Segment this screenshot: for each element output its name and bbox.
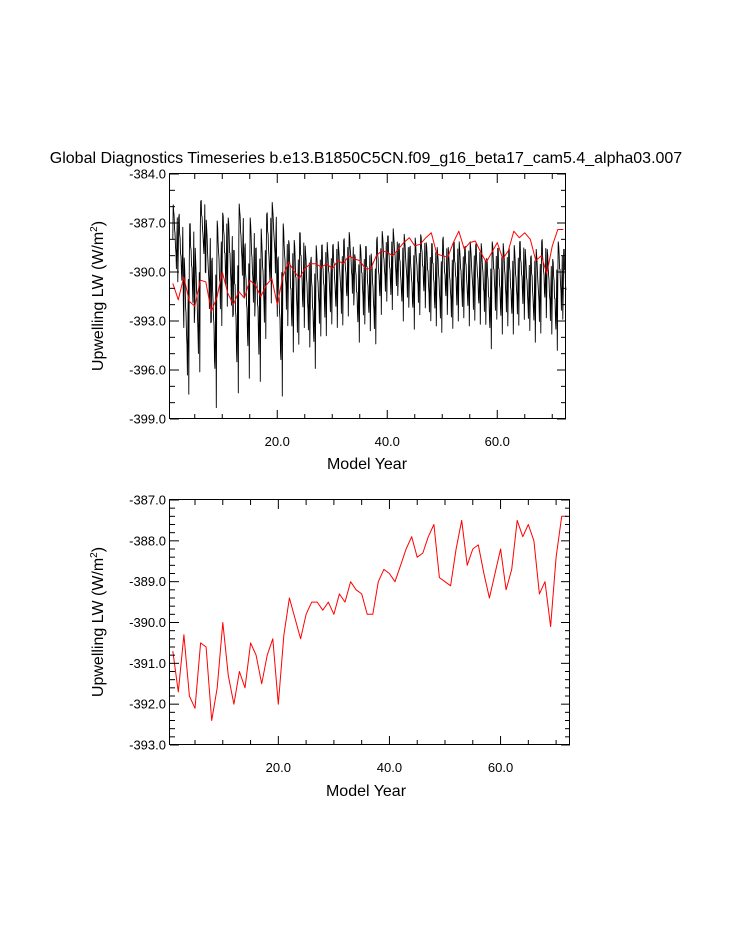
bottom-ytick-label: -393.0 bbox=[129, 738, 166, 753]
bottom-series-group bbox=[172, 515, 568, 721]
top-xtick-label: 20.0 bbox=[265, 434, 290, 449]
bottom-ytick-label: -392.0 bbox=[129, 697, 166, 712]
top-ytick-label: -396.0 bbox=[129, 363, 166, 378]
bottom-y-axis-label-sup: 2 bbox=[89, 552, 100, 558]
top-chart-panel: -384.0 -387.0 -390.0 -393.0 -396.0 -399.0 20.0… bbox=[89, 167, 567, 473]
bottom-ytick-label: -387.0 bbox=[129, 493, 166, 508]
bottom-chart-panel: -387.0 -388.0 -389.0 -390.0 -391.0 -392.0 -393… bbox=[89, 493, 570, 800]
bottom-y-axis-label-main: Upwelling LW (W/m bbox=[90, 558, 107, 697]
top-y-axis-label: Upwelling LW (W/m2) bbox=[89, 221, 107, 371]
top-ytick-label: -390.0 bbox=[129, 265, 166, 280]
bottom-ytick-label: -389.0 bbox=[129, 574, 166, 589]
top-xtick-label: 40.0 bbox=[375, 434, 400, 449]
top-ytick-label: -387.0 bbox=[129, 216, 166, 231]
bottom-ytick-label: -390.0 bbox=[129, 615, 166, 630]
top-series-line-annual bbox=[172, 229, 564, 312]
bottom-ticks-group: -387.0 -388.0 -389.0 -390.0 -391.0 -392.0 -393… bbox=[129, 493, 570, 775]
top-xtick-label: 60.0 bbox=[485, 434, 510, 449]
bottom-xtick-label: 40.0 bbox=[377, 760, 402, 775]
bottom-plot-frame bbox=[169, 499, 570, 745]
page-title: Global Diagnostics Timeseries b.e13.B185… bbox=[50, 150, 683, 167]
top-series-line-monthly bbox=[172, 199, 567, 409]
top-plot-frame bbox=[169, 173, 566, 419]
bottom-xtick-label: 20.0 bbox=[266, 760, 291, 775]
top-y-axis-label-sup: 2 bbox=[89, 226, 100, 232]
bottom-ytick-label: -391.0 bbox=[129, 656, 166, 671]
top-ticks-group: -384.0 -387.0 -390.0 -393.0 -396.0 -399.0 20.0… bbox=[129, 167, 566, 449]
bottom-y-axis-label-close: ) bbox=[90, 547, 107, 552]
bottom-y-axis-label: Upwelling LW (W/m2) bbox=[89, 547, 107, 697]
top-ytick-label: -399.0 bbox=[129, 412, 166, 427]
top-ytick-label: -384.0 bbox=[129, 167, 166, 182]
bottom-xtick-label: 60.0 bbox=[488, 760, 513, 775]
top-x-axis-label: Model Year bbox=[327, 456, 408, 473]
bottom-x-axis-label: Model Year bbox=[326, 783, 407, 800]
top-y-axis-label-main: Upwelling LW (W/m bbox=[90, 232, 107, 371]
top-series-group bbox=[172, 199, 567, 409]
bottom-series-line-annual bbox=[172, 515, 568, 721]
top-ytick-label: -393.0 bbox=[129, 314, 166, 329]
top-y-axis-label-close: ) bbox=[90, 221, 107, 226]
bottom-ytick-label: -388.0 bbox=[129, 533, 166, 548]
